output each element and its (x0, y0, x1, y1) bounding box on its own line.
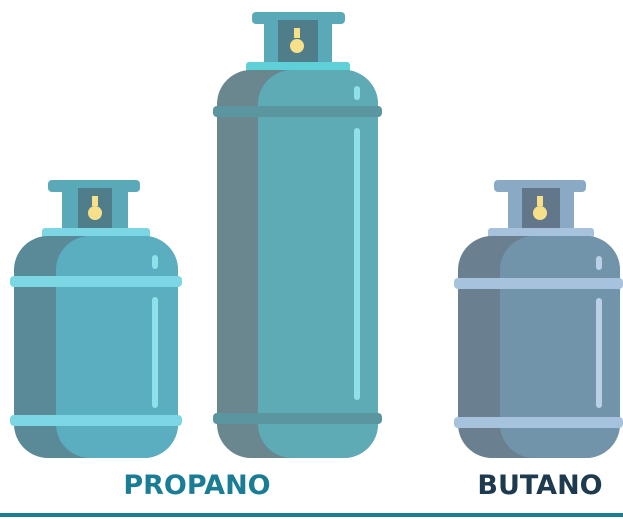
butano-label: BUTANO (477, 470, 602, 501)
propane-cylinder-small (10, 180, 182, 458)
bottom-rule (0, 513, 623, 517)
propano-label: PROPANO (123, 470, 270, 501)
butane-cylinder (454, 180, 623, 458)
propane-cylinder-tall (213, 12, 382, 458)
